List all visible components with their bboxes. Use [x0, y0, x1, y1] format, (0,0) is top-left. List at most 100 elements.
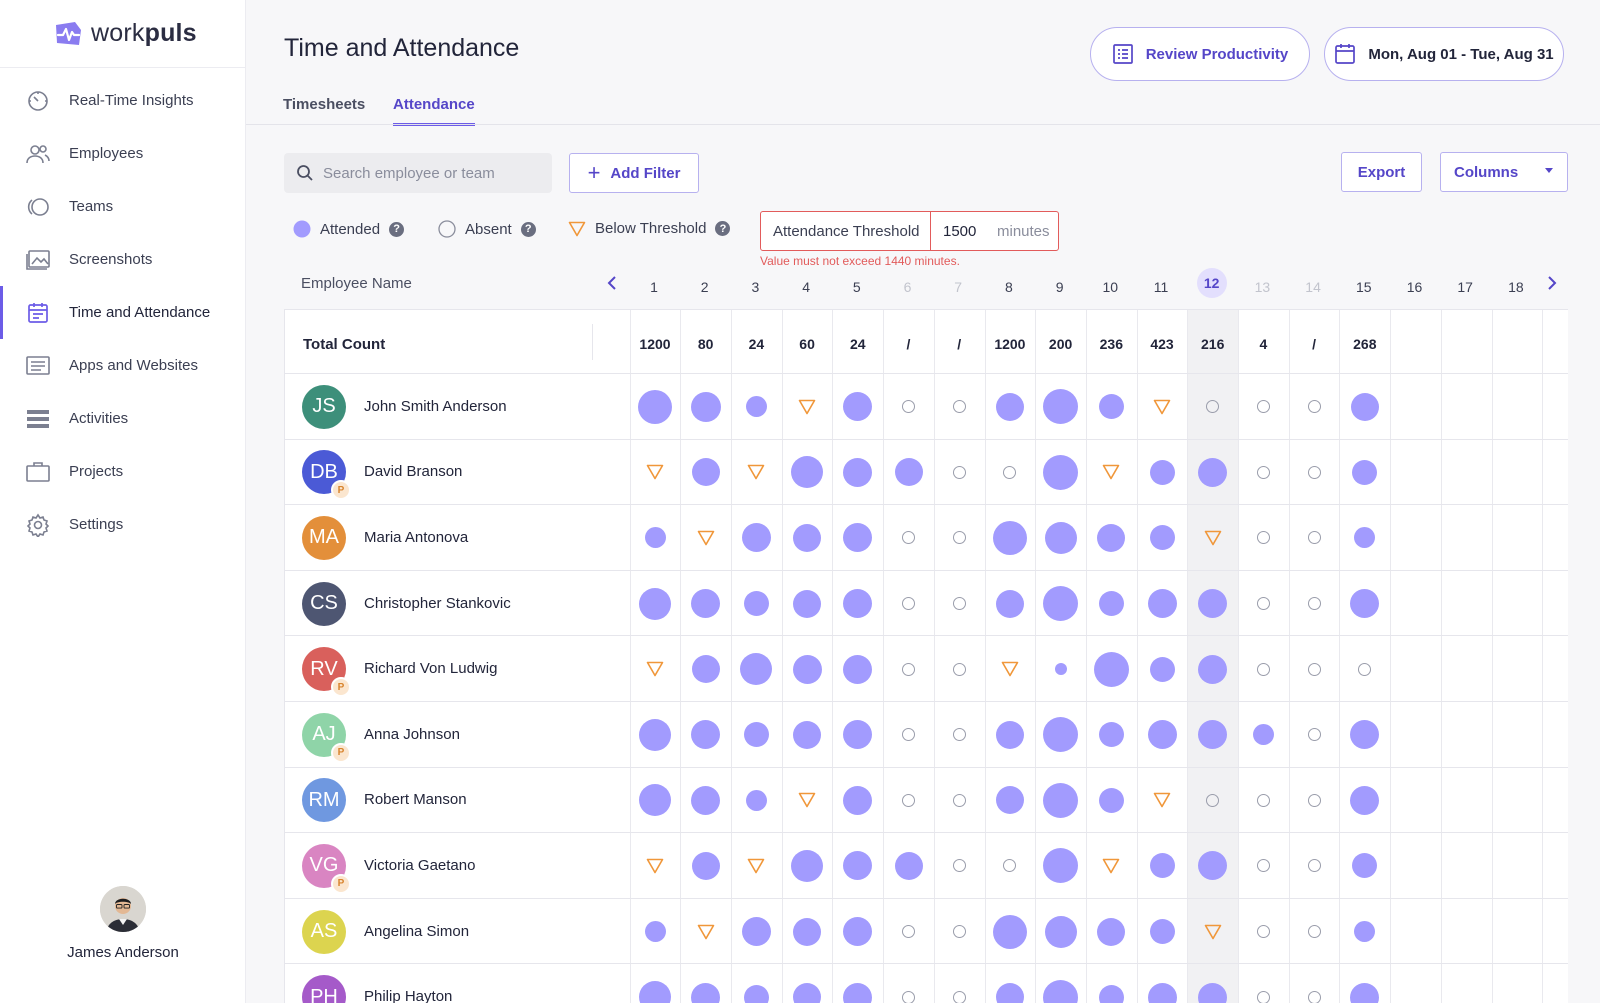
attended-dot-icon	[995, 392, 1024, 421]
sidebar-item-label: Teams	[69, 198, 114, 215]
employee-name-header: Employee Name	[301, 275, 412, 292]
grid-line	[1390, 310, 1391, 1003]
day-header-16[interactable]: 16	[1406, 279, 1423, 295]
day-header-12[interactable]: 12	[1196, 268, 1227, 298]
tab-timesheets[interactable]: Timesheets	[283, 96, 366, 113]
absent-ring-icon	[902, 728, 915, 742]
attended-dot-icon	[745, 396, 767, 418]
below-threshold-mark	[1193, 912, 1233, 952]
employee-name[interactable]: Robert Manson	[364, 791, 467, 809]
employee-row[interactable]: DB P David Branson	[285, 440, 1568, 506]
employee-row[interactable]: CS Christopher Stankovic	[285, 571, 1568, 637]
attended-dot-icon	[1147, 982, 1177, 1003]
grid-line	[1441, 310, 1442, 1003]
employee-name[interactable]: David Branson	[364, 463, 463, 481]
brand-logo[interactable]: workpuls	[0, 0, 245, 68]
attended-mark	[686, 387, 726, 427]
columns-dropdown[interactable]: Columns	[1440, 152, 1568, 192]
day-header-15[interactable]: 15	[1356, 279, 1372, 295]
attended-mark	[635, 977, 675, 1003]
sidebar-item-settings[interactable]: Settings	[0, 498, 245, 551]
employee-name[interactable]: John Smith Anderson	[364, 397, 507, 415]
attended-mark	[1345, 584, 1385, 624]
absent-ring-icon	[902, 400, 915, 414]
absent-ring-icon	[1256, 925, 1270, 939]
absent-ring-icon	[438, 220, 456, 238]
below-threshold-triangle-icon	[646, 661, 664, 677]
search-box[interactable]	[284, 153, 552, 193]
day-header-17[interactable]: 17	[1457, 279, 1473, 295]
employee-name[interactable]: Philip Hayton	[364, 988, 453, 1003]
employee-row[interactable]: AS Angelina Simon	[285, 899, 1568, 965]
below-threshold-mark	[635, 846, 675, 886]
user-profile[interactable]: James Anderson	[0, 886, 246, 961]
add-filter-button[interactable]: + Add Filter	[569, 153, 699, 193]
employee-row[interactable]: RV P Richard Von Ludwig	[285, 636, 1568, 702]
total-count-cell: 236	[1099, 336, 1123, 352]
attended-dot-icon	[638, 389, 672, 424]
absent-ring-icon	[952, 597, 966, 611]
export-button[interactable]: Export	[1341, 152, 1422, 192]
attended-mark	[1193, 846, 1233, 886]
employee-row[interactable]: AJ P Anna Johnson	[285, 702, 1568, 768]
sidebar-item-employees[interactable]: Employees	[0, 127, 245, 180]
day-header-1[interactable]: 1	[650, 279, 658, 295]
attended-mark	[1041, 715, 1081, 755]
chevron-left-icon[interactable]	[602, 273, 622, 293]
sidebar-item-screenshots[interactable]: Screenshots	[0, 233, 245, 286]
employee-avatar: PH	[302, 975, 346, 1003]
help-icon[interactable]: ?	[389, 221, 405, 237]
search-input[interactable]	[323, 164, 543, 182]
date-range-picker[interactable]: Mon, Aug 01 - Tue, Aug 31	[1324, 27, 1564, 81]
day-header-13[interactable]: 13	[1254, 279, 1271, 295]
day-header-2[interactable]: 2	[700, 279, 709, 295]
attended-dot-icon	[743, 722, 769, 748]
employee-name[interactable]: Maria Antonova	[364, 528, 469, 546]
day-header-6[interactable]: 6	[903, 279, 912, 295]
day-header-18[interactable]: 18	[1508, 279, 1524, 295]
employee-name[interactable]: Victoria Gaetano	[364, 856, 476, 874]
day-header-4[interactable]: 4	[802, 279, 810, 295]
help-icon[interactable]: ?	[715, 221, 731, 236]
absent-ring-icon	[1307, 400, 1321, 414]
attended-dot-icon	[1350, 392, 1379, 421]
employee-name[interactable]: Anna Johnson	[364, 725, 460, 743]
employee-row[interactable]: MA Maria Antonova	[285, 505, 1568, 571]
day-header-5[interactable]: 5	[852, 279, 861, 295]
sidebar-item-apps-and-websites[interactable]: Apps and Websites	[0, 339, 245, 392]
day-header-9[interactable]: 9	[1055, 279, 1064, 295]
below-threshold-mark	[1142, 387, 1182, 427]
threshold-label: Attendance Threshold	[761, 212, 931, 250]
sidebar-item-time-and-attendance[interactable]: Time and Attendance	[0, 286, 245, 339]
legend-attended: Attended ?	[293, 220, 405, 238]
tab-attendance[interactable]: Attendance	[393, 96, 475, 126]
help-icon[interactable]: ?	[520, 221, 536, 237]
employee-name[interactable]: Angelina Simon	[364, 922, 470, 940]
chevron-right-icon[interactable]	[1542, 273, 1562, 293]
day-header-14[interactable]: 14	[1305, 279, 1321, 295]
attended-dot-icon	[1149, 919, 1175, 945]
below-threshold-triangle-icon	[798, 793, 816, 808]
employee-row[interactable]: PH Philip Hayton	[285, 964, 1568, 1003]
sidebar-item-projects[interactable]: Projects	[0, 445, 245, 498]
day-header-8[interactable]: 8	[1004, 279, 1013, 295]
employee-row[interactable]: JS John Smith Anderson	[285, 374, 1568, 440]
attended-mark	[889, 846, 929, 886]
sidebar-item-real-time-insights[interactable]: Real-Time Insights	[0, 74, 245, 127]
attended-mark	[736, 912, 776, 952]
day-header-10[interactable]: 10	[1102, 279, 1119, 295]
employee-name[interactable]: Richard Von Ludwig	[364, 660, 498, 678]
attended-dot-icon	[1350, 785, 1380, 815]
employee-row[interactable]: RM Robert Manson	[285, 768, 1568, 834]
employee-badge: P	[331, 873, 351, 894]
sidebar-item-activities[interactable]: Activities	[0, 392, 245, 445]
day-header-7[interactable]: 7	[954, 279, 963, 295]
day-header-11[interactable]: 11	[1153, 279, 1169, 295]
sidebar-item-teams[interactable]: Teams	[0, 180, 245, 233]
employee-row[interactable]: VG P Victoria Gaetano	[285, 833, 1568, 899]
day-header-3[interactable]: 3	[751, 279, 760, 295]
threshold-input[interactable]	[943, 222, 993, 240]
review-productivity-button[interactable]: Review Productivity	[1090, 27, 1310, 81]
employee-name[interactable]: Christopher Stankovic	[364, 594, 511, 612]
attended-dot-icon	[741, 523, 771, 553]
